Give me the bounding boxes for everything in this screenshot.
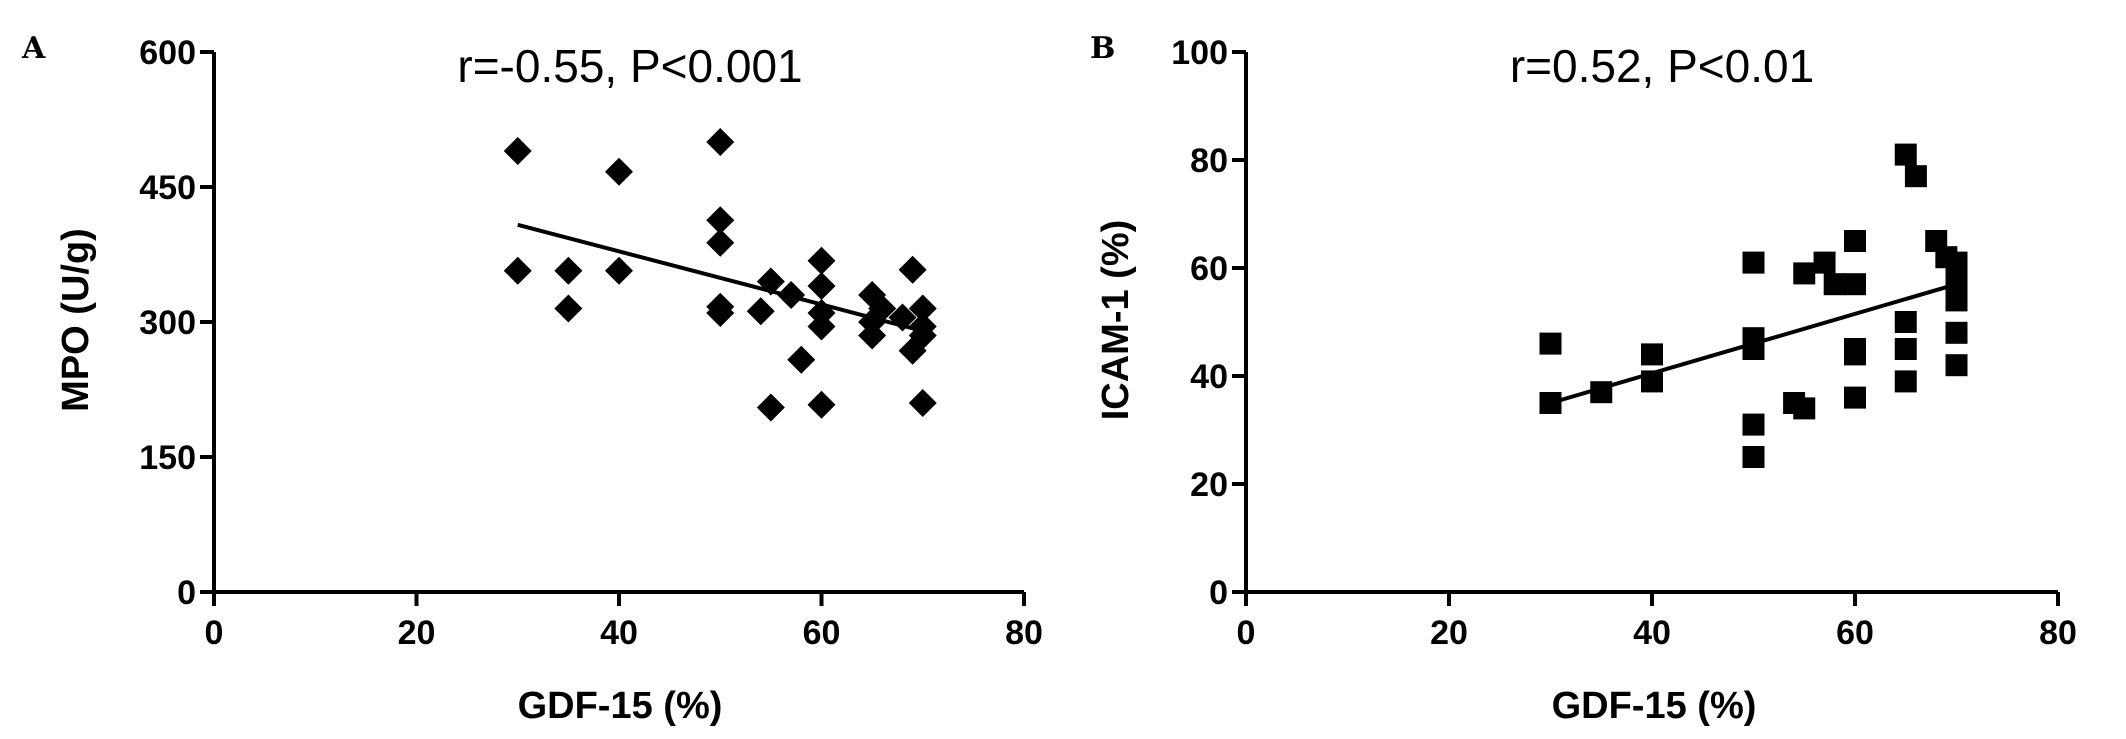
x-tick-label: 60 xyxy=(803,614,841,652)
data-point xyxy=(756,393,785,422)
data-point xyxy=(868,294,897,323)
y-tick-label: 450 xyxy=(139,169,196,207)
x-tick-label: 80 xyxy=(1005,614,1043,652)
correlation-annotation: r=0.52, P<0.01 xyxy=(1510,40,1814,92)
data-point xyxy=(807,272,836,300)
y-tick-label: 300 xyxy=(139,304,196,342)
panel-letter: B xyxy=(1090,31,1115,66)
y-tick-label: 80 xyxy=(1190,142,1228,180)
data-point xyxy=(1844,386,1866,409)
regression-line xyxy=(1549,282,1958,405)
y-tick-label: 100 xyxy=(1171,34,1228,72)
data-point xyxy=(807,246,836,275)
data-point xyxy=(706,206,735,235)
x-axis-title: GDF-15 (%) xyxy=(518,685,723,727)
panel-b: B r=0.52, P<0.01 GDF-15 (%) ICAM-1 (%) 0… xyxy=(1090,31,2077,727)
x-tick-label: 40 xyxy=(1633,614,1671,652)
data-point xyxy=(503,256,532,285)
data-point xyxy=(605,256,633,285)
data-point xyxy=(787,345,816,374)
data-point xyxy=(1894,338,1917,360)
y-tick-label: 600 xyxy=(139,34,196,72)
data-point xyxy=(1945,289,1968,312)
data-point xyxy=(1945,354,1968,377)
axes: 0 20 40 60 80 100 0 20 40 60 80 xyxy=(1171,34,2077,652)
y-tick-label: 0 xyxy=(1209,574,1228,612)
x-tick-label: 0 xyxy=(205,614,224,652)
data-point xyxy=(706,299,735,327)
panel-a: A r=-0.55, P<0.001 GDF-15 (%) MPO (U/g) … xyxy=(21,31,1043,727)
data-point xyxy=(898,255,927,284)
data-point xyxy=(1945,321,1968,344)
data-points xyxy=(503,128,937,422)
data-point xyxy=(858,321,887,350)
data-point xyxy=(1813,251,1836,274)
data-point xyxy=(1894,370,1917,393)
data-point xyxy=(1641,343,1663,366)
y-tick-label: 20 xyxy=(1190,466,1228,504)
data-point xyxy=(1539,332,1562,355)
x-tick-label: 20 xyxy=(398,614,436,652)
panel-letter: A xyxy=(21,31,46,66)
y-tick-label: 150 xyxy=(139,439,196,477)
data-point xyxy=(706,228,735,257)
data-point xyxy=(554,294,583,323)
axes: 0 150 300 450 600 0 20 40 60 80 xyxy=(139,34,1043,652)
data-point xyxy=(1844,273,1866,296)
data-point xyxy=(908,389,937,417)
data-point xyxy=(1793,262,1816,285)
data-point xyxy=(605,157,633,186)
x-tick-label: 20 xyxy=(1430,614,1468,652)
data-point xyxy=(807,312,836,341)
y-tick-label: 60 xyxy=(1190,250,1228,288)
data-point xyxy=(1742,413,1765,436)
data-point xyxy=(503,137,532,165)
data-point xyxy=(807,390,836,419)
x-axis-title: GDF-15 (%) xyxy=(1552,685,1757,727)
y-axis-title: ICAM-1 (%) xyxy=(1095,220,1137,421)
data-point xyxy=(1844,230,1866,252)
fit-line-group xyxy=(1549,282,1958,405)
data-point xyxy=(746,297,775,326)
correlation-annotation: r=-0.55, P<0.001 xyxy=(457,40,802,92)
x-tick-label: 80 xyxy=(2039,614,2077,652)
data-point xyxy=(1904,165,1927,188)
fit-line-group xyxy=(517,222,924,333)
y-axis-title: MPO (U/g) xyxy=(55,228,97,412)
data-points xyxy=(1539,143,1968,468)
x-tick-label: 40 xyxy=(600,614,638,652)
data-point xyxy=(706,128,735,156)
data-point xyxy=(908,294,937,323)
data-point xyxy=(1793,397,1816,420)
x-tick-label: 60 xyxy=(1836,614,1874,652)
data-point xyxy=(1823,273,1846,296)
data-point xyxy=(1894,143,1917,166)
data-point xyxy=(1742,446,1765,468)
y-tick-label: 0 xyxy=(177,574,196,612)
regression-line xyxy=(517,222,924,333)
data-point xyxy=(1742,251,1765,274)
data-point xyxy=(1894,311,1917,333)
data-point xyxy=(554,256,583,285)
data-point xyxy=(1844,343,1866,366)
x-tick-label: 0 xyxy=(1237,614,1256,652)
y-tick-label: 40 xyxy=(1190,358,1228,396)
